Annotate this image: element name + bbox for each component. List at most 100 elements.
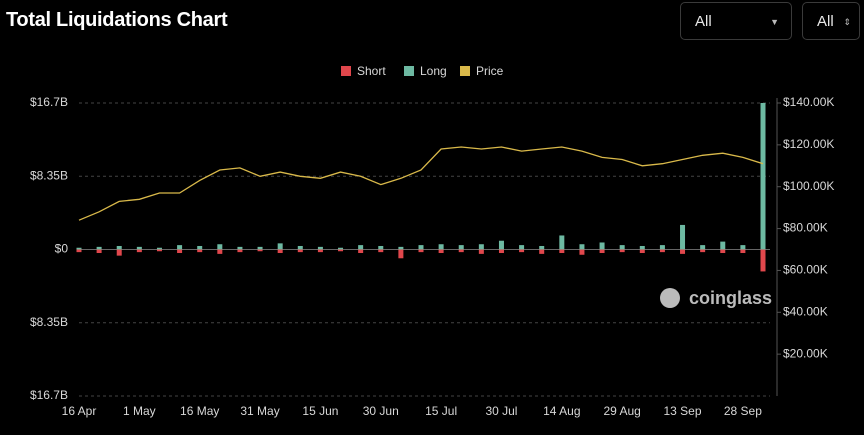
bar [438, 249, 444, 254]
bar [378, 249, 384, 253]
range-dropdown[interactable]: All ▼ [680, 2, 792, 40]
bar [498, 240, 504, 250]
bar [438, 244, 444, 250]
bar [519, 249, 525, 253]
x-tick-label: 1 May [123, 404, 156, 418]
bar [297, 249, 303, 253]
y-tick-label: $16.7B [30, 388, 68, 402]
bar [418, 245, 424, 250]
x-tick-label: 31 May [240, 404, 279, 418]
bar [639, 245, 645, 250]
bar [237, 249, 243, 253]
bar [76, 247, 82, 250]
bar [700, 245, 706, 250]
bar [277, 243, 283, 250]
bar [478, 249, 484, 254]
bar [539, 249, 545, 254]
bar [116, 245, 122, 250]
bar [96, 246, 102, 250]
y-tick-label: $8.35B [30, 168, 68, 182]
bar [680, 249, 686, 254]
bar [257, 249, 263, 252]
bar [156, 247, 162, 250]
legend-swatch [460, 66, 470, 76]
symbol-dropdown[interactable]: All ⇕ [802, 2, 860, 40]
bar [297, 245, 303, 250]
y2-tick-label: $120.00K [783, 137, 834, 151]
bar [338, 249, 344, 252]
dropdown-arrow: ▼ [770, 17, 779, 27]
bar [257, 246, 263, 250]
bar [740, 249, 746, 254]
bar [96, 249, 102, 254]
bar [136, 249, 142, 253]
bar [599, 242, 605, 250]
bar [136, 246, 142, 250]
y2-tick-label: $40.00K [783, 304, 828, 318]
y2-tick-label: $100.00K [783, 179, 834, 193]
bar [659, 245, 665, 250]
bar [237, 246, 243, 250]
bar [197, 249, 203, 253]
bar [358, 249, 364, 254]
bar [599, 249, 605, 254]
bar [177, 249, 183, 254]
y2-tick-label: $60.00K [783, 263, 828, 277]
bar [760, 103, 766, 250]
x-tick-label: 16 May [180, 404, 219, 418]
watermark-logo [660, 288, 680, 308]
bar [539, 245, 545, 250]
legend-swatch [341, 66, 351, 76]
legend-label: Short [357, 64, 386, 78]
bar [317, 249, 323, 253]
watermark: coinglass [689, 288, 772, 308]
bar [659, 249, 665, 253]
bar [217, 244, 223, 250]
bar [619, 249, 625, 253]
legend-label: Price [476, 64, 504, 78]
bar [760, 249, 766, 272]
y2-tick-label: $20.00K [783, 346, 828, 360]
x-tick-label: 30 Jun [363, 404, 399, 418]
chart-title: Total Liquidations Chart [6, 9, 228, 31]
bar [559, 235, 565, 250]
bar [398, 249, 404, 259]
bar [317, 246, 323, 250]
x-tick-label: 14 Aug [543, 404, 580, 418]
bar [458, 245, 464, 250]
y2-tick-label: $80.00K [783, 221, 828, 235]
bar [720, 241, 726, 250]
y-tick-label: $0 [55, 242, 69, 256]
x-tick-label: 15 Jun [302, 404, 338, 418]
bar [418, 249, 424, 253]
bar [559, 249, 565, 254]
bar [277, 249, 283, 254]
bar [378, 245, 384, 250]
bar [156, 249, 162, 252]
bar [177, 245, 183, 250]
bar [639, 249, 645, 254]
bar [700, 249, 706, 253]
bar [740, 245, 746, 250]
legend-swatch [404, 66, 414, 76]
y-tick-label: $16.7B [30, 95, 68, 109]
x-tick-label: 15 Jul [425, 404, 457, 418]
x-tick-label: 13 Sep [664, 404, 702, 418]
bar [579, 249, 585, 255]
bar [398, 246, 404, 250]
bar [498, 249, 504, 254]
bar [458, 249, 464, 253]
x-tick-label: 16 Apr [62, 404, 97, 418]
bar [478, 244, 484, 250]
dropdown-value: All [817, 13, 834, 30]
dropdown-arrow: ⇕ [843, 17, 851, 27]
bar [217, 249, 223, 254]
y2-tick-label: $140.00K [783, 95, 834, 109]
bar [619, 245, 625, 250]
y-tick-label: $8.35B [30, 315, 68, 329]
bar [197, 245, 203, 250]
bar [579, 244, 585, 250]
legend-label: Long [420, 64, 447, 78]
